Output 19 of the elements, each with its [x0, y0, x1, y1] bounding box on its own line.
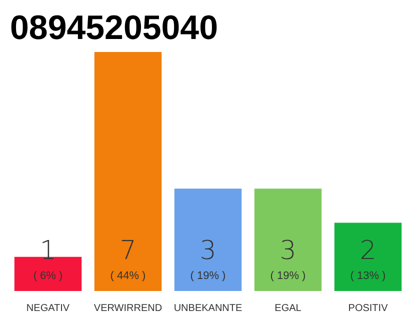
data-label: 2	[360, 236, 376, 266]
annotation: ( 13% )	[350, 270, 386, 282]
data-label: 3	[200, 236, 216, 266]
x-tick-label: VERWIRREND	[94, 302, 162, 314]
chart-title: 08945205040	[9, 8, 220, 48]
x-tick-label: UNBEKANNTE	[174, 302, 242, 314]
annotation: ( 19% )	[270, 270, 306, 282]
bar	[174, 188, 242, 291]
bar	[254, 188, 322, 291]
bar	[94, 52, 162, 291]
data-label: 3	[280, 236, 296, 266]
x-tick-label: POSITIV	[348, 302, 388, 314]
annotation: ( 44% )	[110, 270, 146, 282]
annotation: ( 6% )	[33, 270, 63, 282]
annotation: ( 19% )	[190, 270, 226, 282]
x-tick-label: NEGATIV	[26, 302, 70, 314]
data-label: 7	[120, 236, 136, 266]
bar	[334, 222, 402, 291]
x-tick-label: EGAL	[274, 302, 302, 314]
